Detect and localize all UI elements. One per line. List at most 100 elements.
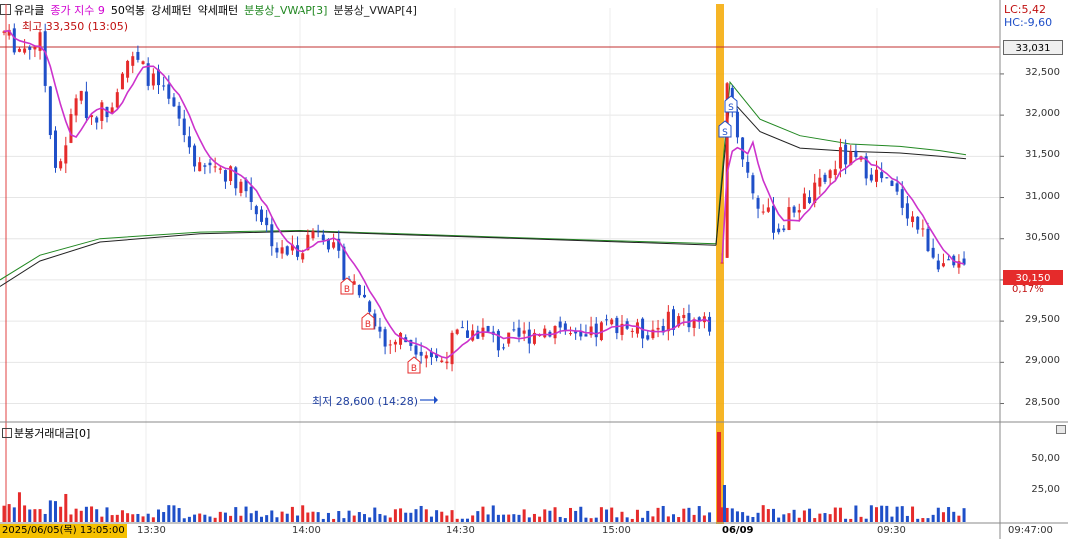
candle-body	[751, 175, 755, 194]
volume-bar	[772, 508, 775, 522]
current-price-box: 30,150	[1003, 270, 1063, 285]
candle-body	[502, 347, 506, 349]
time-tick-1430: 14:30	[446, 525, 475, 536]
candle-body	[584, 334, 588, 337]
volume-bar	[208, 516, 212, 522]
signal-marker	[718, 120, 732, 138]
candle-body	[280, 247, 284, 254]
candle-body	[838, 147, 842, 169]
candle-body	[931, 247, 935, 258]
candle-body	[574, 331, 578, 334]
volume-bar	[146, 513, 150, 522]
price-tick: 31,000	[1025, 190, 1060, 202]
candle-body	[682, 314, 686, 319]
volume-bar	[38, 509, 42, 522]
volume-bar	[746, 515, 750, 522]
volume-bar	[12, 507, 16, 522]
candle-body	[2, 31, 6, 33]
panel-collapse-button[interactable]	[1056, 425, 1066, 434]
volume-bar	[630, 518, 634, 522]
volume-bar	[594, 517, 598, 522]
indicator-bull-pattern[interactable]: 강세패턴	[151, 4, 192, 17]
volume-bar	[84, 506, 88, 522]
volume-bar	[115, 514, 119, 522]
volume-bar	[527, 517, 531, 522]
cursor-band	[716, 4, 724, 524]
candle-body	[352, 281, 356, 285]
volume-bar	[563, 518, 567, 522]
volume-bar	[813, 518, 817, 522]
indicator-50-candle[interactable]: 50억봉	[110, 4, 146, 17]
time-tick-0609: 06/09	[722, 525, 754, 536]
candle-body	[941, 263, 945, 267]
volume-bar	[666, 516, 670, 522]
volume-bar	[285, 513, 289, 522]
volume-bar	[553, 507, 557, 522]
candle-body	[59, 161, 63, 169]
volume-bar	[859, 516, 863, 522]
candle-body	[697, 317, 701, 322]
volume-bar	[95, 509, 99, 522]
cursor-time-label: 2025/06/05(목) 13:05:00	[0, 524, 127, 538]
ma-line	[3, 29, 965, 359]
candle-body	[321, 234, 325, 241]
candle-body	[833, 169, 837, 176]
volume-bar	[182, 518, 186, 522]
volume-bar	[849, 518, 853, 522]
volume-bar	[141, 516, 145, 522]
candle-body	[306, 234, 310, 251]
candle-body	[64, 145, 68, 164]
volume-bar	[450, 510, 454, 522]
candle-body	[594, 323, 598, 338]
candle-body	[157, 69, 160, 86]
volume-bar	[952, 511, 956, 522]
candle-body	[808, 197, 812, 203]
candle-body	[43, 31, 47, 86]
candle-body	[84, 91, 88, 118]
indicator-bear-pattern[interactable]: 약세패턴	[197, 4, 239, 17]
indicator-vwap3[interactable]: 분봉상_VWAP[3]	[244, 4, 328, 17]
volume-tick-50: 50,00	[1031, 453, 1060, 464]
volume-bar	[151, 517, 155, 522]
candle-body	[90, 115, 94, 118]
time-right-label: 09:47:00	[1008, 525, 1053, 536]
signal-marker-label: B	[344, 285, 350, 295]
indicator-vwap4[interactable]: 분봉상_VWAP[4]	[333, 4, 417, 17]
volume-bar	[275, 517, 279, 522]
candle-body	[146, 63, 150, 86]
volume-bar	[249, 513, 253, 522]
volume-bar	[823, 513, 827, 522]
volume-bar	[244, 506, 248, 522]
volume-bar	[198, 513, 202, 522]
candle-body	[911, 216, 915, 222]
candle-body	[787, 207, 791, 231]
candle-body	[486, 326, 490, 332]
candle-body	[522, 330, 526, 334]
volume-bar	[522, 509, 526, 522]
volume-bar	[682, 508, 686, 522]
lc-label: LC:5,42	[1004, 3, 1047, 16]
candle-body	[905, 203, 909, 219]
candle-body	[849, 151, 853, 165]
grid	[0, 8, 1004, 522]
volume-bar	[579, 506, 583, 522]
candle-body	[187, 136, 191, 148]
volume-bar	[885, 505, 889, 522]
volume-bar	[875, 507, 878, 522]
candle-body	[290, 244, 294, 251]
indicator-close-index[interactable]: 종가 지수 9	[50, 4, 105, 17]
volume-bar	[962, 508, 966, 522]
volume-menu-icon[interactable]	[2, 428, 12, 438]
candle-body	[563, 323, 567, 331]
candle-body	[869, 174, 873, 181]
volume-bar	[157, 509, 160, 522]
volume-bar	[136, 513, 140, 522]
volume-bar	[306, 512, 310, 522]
ma-path	[3, 29, 710, 359]
candle-body	[414, 345, 418, 355]
symbol-name[interactable]: 유라클	[14, 4, 45, 17]
candle-body	[630, 330, 634, 332]
candle-body	[864, 156, 868, 179]
